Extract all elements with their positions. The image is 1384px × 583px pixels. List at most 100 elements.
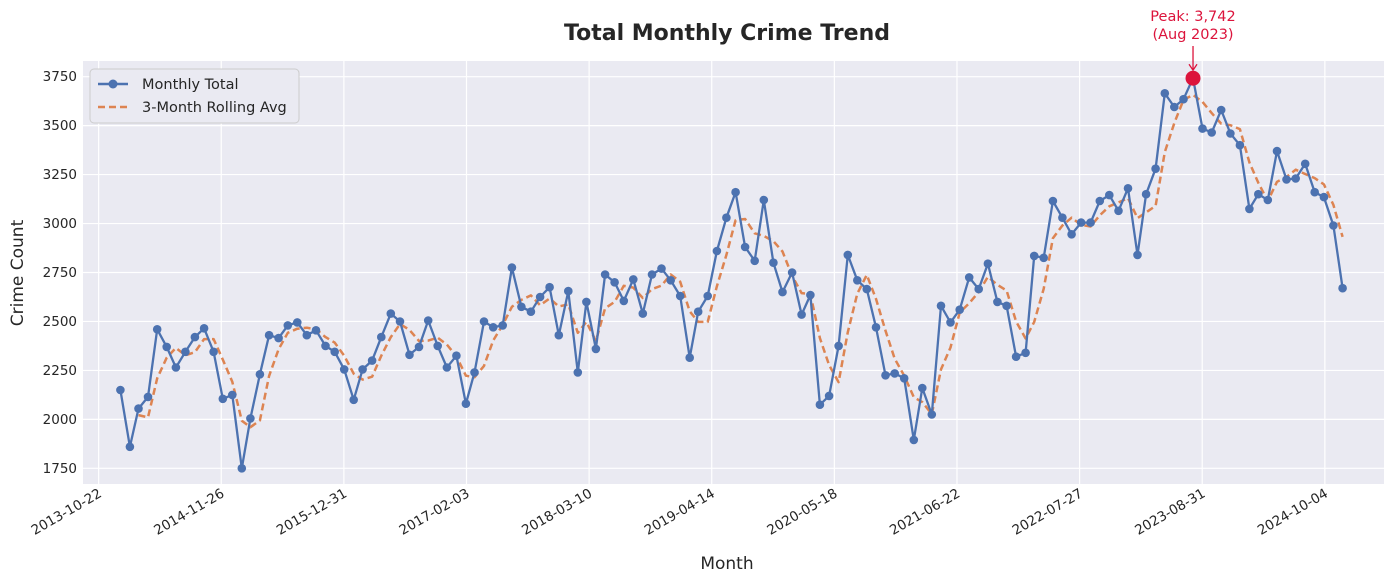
data-point: [507, 263, 517, 272]
data-point: [703, 291, 712, 301]
legend-marker-monthly-total: [108, 79, 118, 89]
data-point: [1198, 124, 1207, 133]
data-point: [1039, 253, 1048, 263]
data-point: [918, 383, 927, 393]
data-point: [264, 330, 274, 340]
data-point: [302, 330, 312, 340]
data-point: [442, 363, 452, 372]
data-point: [1300, 159, 1310, 169]
data-point: [619, 296, 629, 306]
data-point: [591, 344, 601, 354]
data-point: [1048, 196, 1058, 206]
data-point: [1011, 352, 1021, 362]
data-point: [843, 250, 853, 260]
data-point: [470, 368, 479, 377]
data-point: [564, 286, 573, 296]
data-point: [853, 276, 862, 285]
data-point: [554, 330, 564, 340]
data-point: [1310, 187, 1319, 197]
legend-label-monthly-total: Monthly Total: [142, 77, 239, 93]
y-tick-label: 3250: [43, 167, 77, 183]
data-point: [1170, 102, 1179, 112]
data-point: [339, 365, 349, 374]
data-point: [498, 321, 508, 330]
y-tick-label: 3000: [43, 216, 77, 232]
x-axis-label: Month: [700, 554, 753, 574]
data-point: [1338, 283, 1347, 293]
data-point: [1076, 218, 1086, 227]
data-point: [1254, 189, 1263, 199]
data-point: [143, 392, 153, 402]
data-point: [218, 394, 228, 404]
peak-arrow-head: [1188, 63, 1198, 72]
data-point: [731, 187, 740, 197]
data-point: [899, 374, 909, 383]
data-point: [936, 301, 946, 311]
data-point: [712, 246, 722, 256]
data-point: [1226, 129, 1235, 138]
data-point: [1179, 94, 1188, 104]
peak-annotation-line2: (Aug 2023): [1152, 27, 1233, 43]
data-point: [171, 363, 181, 372]
data-point: [116, 385, 125, 395]
data-point: [246, 414, 255, 423]
data-point: [237, 464, 247, 473]
data-point: [152, 325, 162, 334]
data-point: [610, 278, 619, 287]
y-tick-label: 2250: [43, 363, 77, 379]
data-point: [1029, 251, 1039, 261]
data-point: [395, 317, 405, 326]
data-point: [600, 270, 610, 279]
data-point: [862, 284, 872, 294]
data-point: [638, 309, 648, 318]
data-point: [797, 310, 806, 319]
data-point: [1319, 192, 1329, 202]
data-point: [134, 404, 143, 413]
data-point: [1160, 89, 1170, 98]
data-point: [488, 323, 498, 332]
data-point: [386, 309, 396, 318]
data-point: [1095, 196, 1105, 206]
y-tick-label: 1750: [43, 461, 77, 477]
data-point: [125, 442, 135, 452]
grid-lines: [83, 61, 1384, 484]
data-point: [1114, 206, 1123, 216]
data-point: [199, 324, 209, 333]
legend-label-rolling-avg: 3-Month Rolling Avg: [142, 100, 287, 116]
data-point: [311, 326, 321, 335]
data-point: [722, 213, 731, 222]
data-point: [358, 365, 367, 374]
y-tick-label: 2000: [43, 412, 77, 428]
data-point: [824, 391, 834, 401]
data-point: [685, 353, 694, 363]
data-point: [974, 284, 983, 294]
data-point: [1272, 146, 1282, 156]
data-point: [1086, 218, 1095, 227]
data-point: [1133, 250, 1142, 260]
data-point: [190, 332, 200, 342]
data-point: [330, 347, 340, 357]
data-point: [377, 332, 386, 342]
data-point: [787, 268, 797, 277]
data-point: [209, 347, 218, 357]
data-point: [1207, 128, 1216, 137]
data-point: [517, 302, 526, 312]
data-point: [740, 242, 750, 252]
data-point: [871, 323, 881, 332]
data-point: [946, 318, 955, 327]
data-point: [1058, 213, 1067, 222]
data-point: [1021, 348, 1030, 358]
y-tick-label: 2750: [43, 265, 77, 281]
data-point: [414, 342, 424, 352]
data-point: [526, 307, 536, 317]
data-point: [461, 399, 471, 409]
y-tick-label: 3750: [43, 69, 77, 85]
data-point: [452, 351, 461, 361]
legend: Monthly Total 3-Month Rolling Avg: [89, 68, 300, 124]
data-point: [769, 258, 778, 268]
data-point: [955, 305, 964, 315]
data-point: [1067, 230, 1076, 239]
data-point: [433, 341, 443, 351]
data-point: [890, 369, 899, 378]
